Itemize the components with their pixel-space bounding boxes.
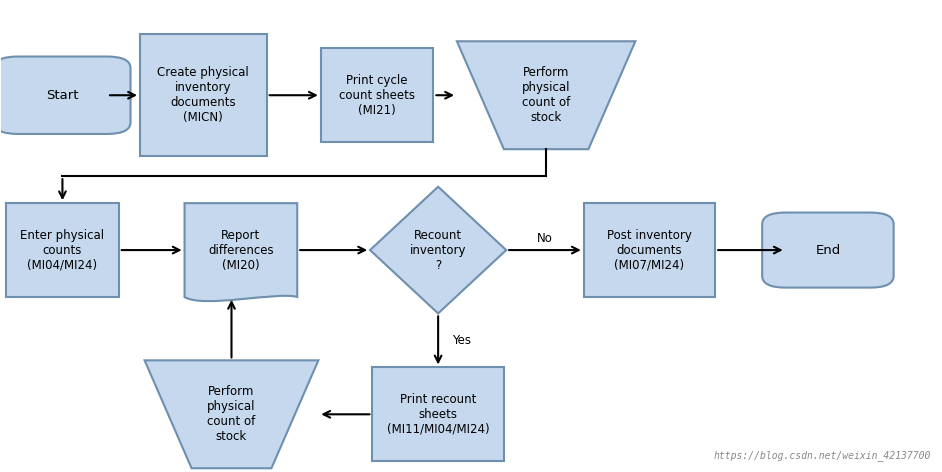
- FancyBboxPatch shape: [320, 48, 433, 142]
- Text: Print recount
sheets
(MI11/MI04/MI24): Print recount sheets (MI11/MI04/MI24): [387, 393, 490, 436]
- Text: Print cycle
count sheets
(MI21): Print cycle count sheets (MI21): [339, 74, 415, 117]
- Text: Create physical
inventory
documents
(MICN): Create physical inventory documents (MIC…: [157, 66, 250, 124]
- FancyBboxPatch shape: [0, 57, 131, 134]
- Text: Enter physical
counts
(MI04/MI24): Enter physical counts (MI04/MI24): [21, 228, 105, 271]
- Text: Perform
physical
count of
stock: Perform physical count of stock: [207, 385, 255, 443]
- FancyBboxPatch shape: [372, 367, 504, 461]
- Polygon shape: [370, 187, 506, 313]
- FancyBboxPatch shape: [6, 203, 119, 297]
- Text: No: No: [537, 232, 553, 245]
- Text: Recount
inventory
?: Recount inventory ?: [410, 228, 466, 271]
- FancyBboxPatch shape: [762, 212, 894, 287]
- Polygon shape: [457, 41, 635, 149]
- Text: https://blog.csdn.net/weixin_42137700: https://blog.csdn.net/weixin_42137700: [714, 450, 932, 461]
- PathPatch shape: [185, 203, 298, 301]
- FancyBboxPatch shape: [140, 34, 267, 156]
- Text: Yes: Yes: [452, 334, 471, 347]
- Polygon shape: [145, 360, 318, 468]
- Text: Start: Start: [46, 89, 79, 102]
- Text: Report
differences
(MI20): Report differences (MI20): [208, 228, 274, 271]
- Text: Perform
physical
count of
stock: Perform physical count of stock: [522, 66, 571, 124]
- Text: End: End: [815, 244, 840, 257]
- Text: Post inventory
documents
(MI07/MI24): Post inventory documents (MI07/MI24): [607, 228, 691, 271]
- FancyBboxPatch shape: [584, 203, 715, 297]
